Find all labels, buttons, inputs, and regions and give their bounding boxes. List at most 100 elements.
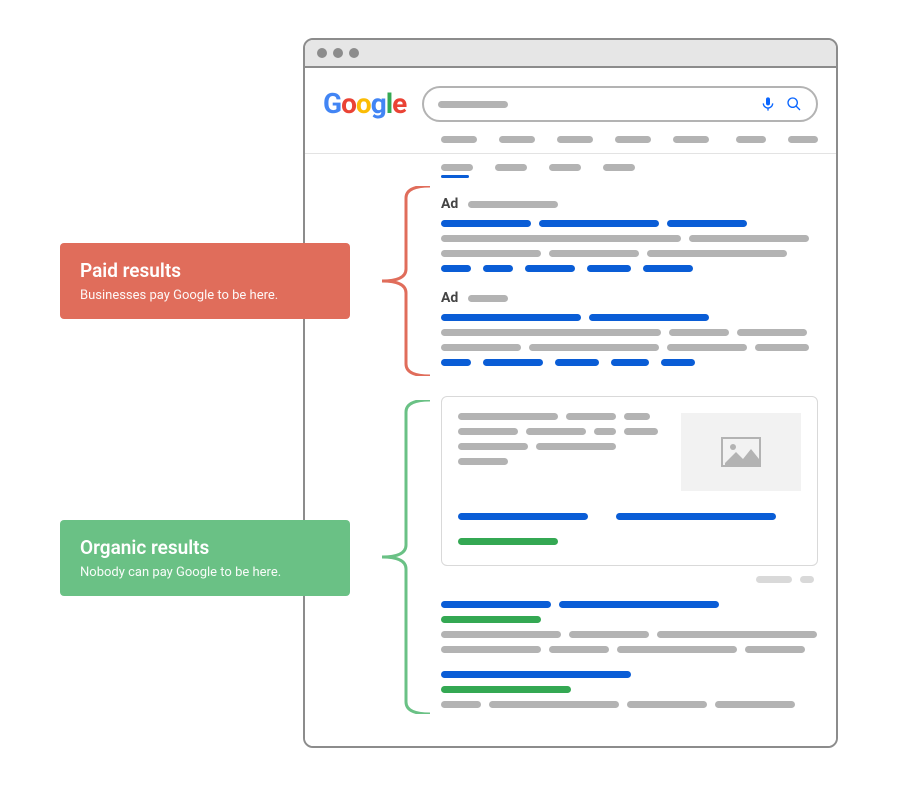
placeholder-bar	[549, 646, 609, 653]
callout-organic-sub: Nobody can pay Google to be here.	[80, 565, 330, 580]
placeholder-bar	[483, 265, 513, 272]
placeholder-bar	[627, 701, 707, 708]
placeholder-bar	[667, 220, 747, 227]
placeholder-bar	[441, 616, 541, 623]
placeholder-bar	[587, 265, 631, 272]
placeholder-bar	[715, 701, 795, 708]
nav-item[interactable]	[736, 136, 766, 143]
placeholder-bar	[756, 576, 792, 583]
placeholder-bar	[458, 428, 518, 435]
placeholder-bar	[594, 428, 616, 435]
placeholder-bar	[616, 513, 776, 520]
placeholder-bar	[441, 235, 681, 242]
window-dot	[317, 48, 327, 58]
placeholder-bar	[441, 701, 481, 708]
organic-result	[441, 671, 818, 708]
placeholder-bar	[458, 443, 528, 450]
ad-result: Ad	[441, 290, 818, 366]
placeholder-bar	[468, 295, 508, 302]
bracket-paid	[382, 186, 430, 376]
result-tab[interactable]	[549, 164, 581, 178]
mic-icon[interactable]	[760, 96, 776, 112]
placeholder-bar	[617, 646, 737, 653]
nav-item[interactable]	[788, 136, 818, 143]
placeholder-bar	[489, 701, 619, 708]
result-tab[interactable]	[495, 164, 527, 178]
callout-organic: Organic results Nobody can pay Google to…	[60, 520, 350, 596]
callout-organic-title: Organic results	[80, 536, 330, 559]
placeholder-bar	[689, 235, 809, 242]
placeholder-bar	[441, 265, 471, 272]
placeholder-bar	[647, 250, 787, 257]
placeholder-bar	[657, 631, 817, 638]
placeholder-bar	[643, 265, 693, 272]
placeholder-bar	[755, 344, 809, 351]
placeholder-bar	[525, 265, 575, 272]
tabs-row	[305, 154, 836, 178]
placeholder-bar	[441, 314, 581, 321]
nav-item[interactable]	[441, 136, 477, 143]
placeholder-bar	[458, 413, 558, 420]
callout-paid: Paid results Businesses pay Google to be…	[60, 243, 350, 319]
placeholder-bar	[745, 646, 805, 653]
search-box[interactable]	[422, 86, 818, 122]
search-actions	[760, 96, 802, 112]
placeholder-bar	[667, 344, 747, 351]
nav-left	[441, 136, 709, 143]
nav-item[interactable]	[557, 136, 593, 143]
header-row: Google	[305, 68, 836, 130]
ad-label: Ad	[441, 196, 458, 212]
nav-right	[736, 136, 818, 143]
placeholder-bar	[737, 329, 807, 336]
search-icon[interactable]	[786, 96, 802, 112]
placeholder-bar	[624, 413, 650, 420]
placeholder-bar	[441, 359, 471, 366]
placeholder-bar	[441, 344, 521, 351]
nav-item[interactable]	[615, 136, 651, 143]
placeholder-bar	[624, 428, 658, 435]
placeholder-bar	[441, 250, 541, 257]
browser-titlebar	[305, 40, 836, 68]
placeholder-bar	[441, 686, 571, 693]
google-logo-letter: o	[356, 90, 371, 118]
placeholder-bar	[458, 513, 588, 520]
bracket-organic	[382, 400, 430, 714]
ad-label: Ad	[441, 290, 458, 306]
placeholder-bar	[441, 601, 551, 608]
placeholder-bar	[441, 631, 561, 638]
placeholder-bar	[529, 344, 659, 351]
placeholder-bar	[536, 443, 616, 450]
google-logo-letter: G	[323, 90, 341, 118]
google-logo-letter: o	[341, 90, 356, 118]
nav-item[interactable]	[673, 136, 709, 143]
placeholder-bar	[555, 359, 599, 366]
search-placeholder	[438, 101, 508, 108]
placeholder-bar	[441, 220, 531, 227]
google-logo-letter: e	[392, 90, 406, 118]
google-logo: Google	[323, 90, 406, 118]
placeholder-bar	[566, 413, 616, 420]
placeholder-bar	[549, 250, 639, 257]
placeholder-bar	[611, 359, 649, 366]
placeholder-bar	[441, 329, 661, 336]
featured-snippet	[441, 396, 818, 566]
nav-item[interactable]	[499, 136, 535, 143]
placeholder-bar	[539, 220, 659, 227]
result-tab[interactable]	[603, 164, 635, 178]
placeholder-bar	[526, 428, 586, 435]
placeholder-bar	[458, 538, 558, 545]
placeholder-bar	[661, 359, 695, 366]
placeholder-bar	[589, 314, 709, 321]
placeholder-bar	[441, 671, 631, 678]
placeholder-bar	[800, 576, 814, 583]
image-placeholder-icon	[681, 413, 801, 491]
ad-result: Ad	[441, 196, 818, 272]
placeholder-bar	[559, 601, 719, 608]
nav-row	[305, 136, 836, 154]
window-dot	[333, 48, 343, 58]
placeholder-bar	[483, 359, 543, 366]
placeholder-bar	[441, 646, 541, 653]
window-dot	[349, 48, 359, 58]
placeholder-bar	[669, 329, 729, 336]
result-tab[interactable]	[441, 164, 473, 178]
